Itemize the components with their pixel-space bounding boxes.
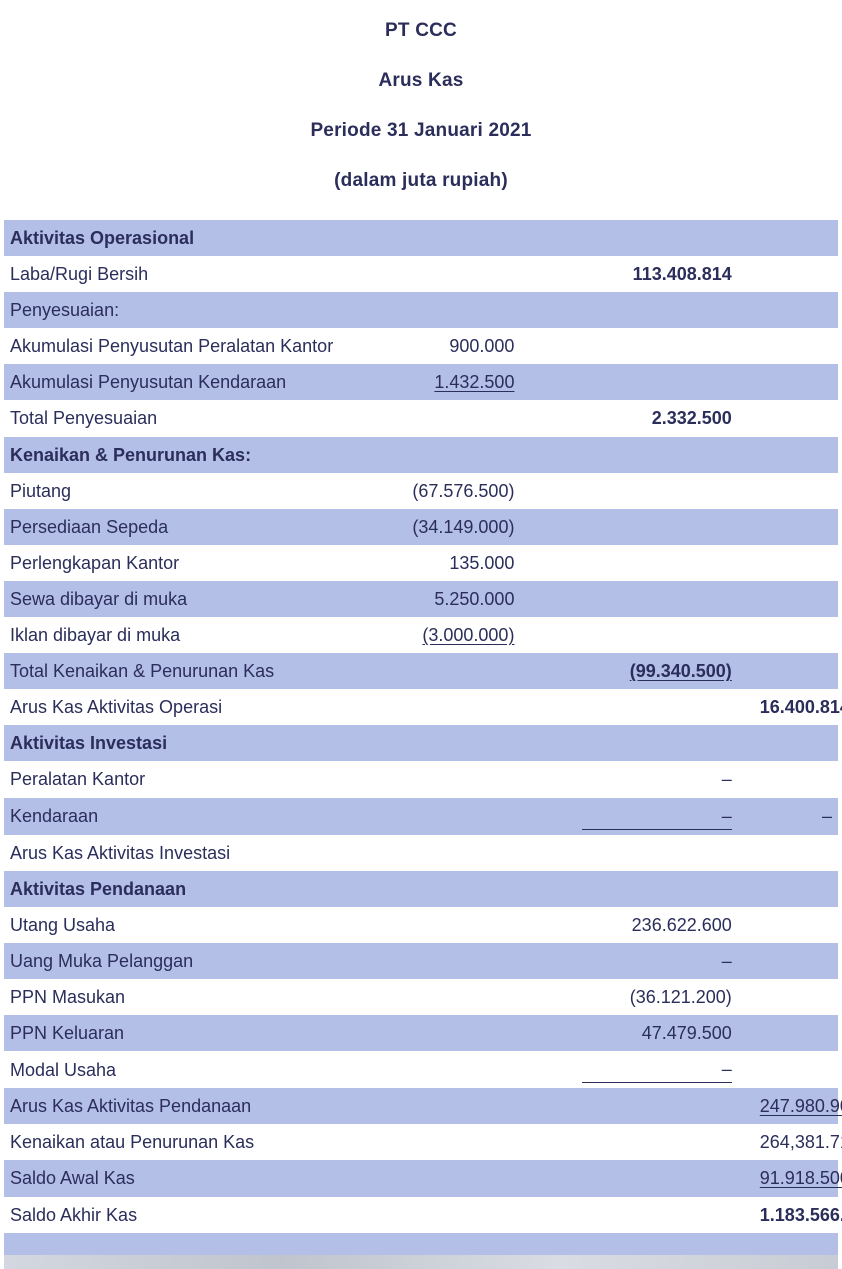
row-value: 2.332.500 <box>536 400 753 436</box>
row-value: 236.622.600 <box>536 907 753 943</box>
table-row: Utang Usaha 236.622.600 <box>4 907 838 943</box>
row-label: PPN Masukan <box>4 979 341 1015</box>
row-label: Piutang <box>4 473 341 509</box>
row-value: 135.000 <box>341 545 537 581</box>
table-row: Total Penyesuaian 2.332.500 <box>4 400 838 436</box>
row-value: 1.183.566.714 <box>754 1197 838 1233</box>
table-row: Iklan dibayar di muka (3.000.000) <box>4 617 838 653</box>
table-row: Penyesuaian: <box>4 292 838 328</box>
footer-band <box>4 1233 838 1255</box>
table-row: PPN Keluaran 47.479.500 <box>4 1015 838 1051</box>
row-value: 247.980.900 <box>754 1088 838 1124</box>
row-label: Iklan dibayar di muka <box>4 617 341 653</box>
table-row: Modal Usaha – <box>4 1051 838 1088</box>
table-row: Piutang (67.576.500) <box>4 473 838 509</box>
row-label: Kenaikan & Penurunan Kas: <box>4 437 838 473</box>
row-value: (99.340.500) <box>536 653 753 689</box>
row-value: 47.479.500 <box>536 1015 753 1051</box>
table-row: Saldo Akhir Kas 1.183.566.714 <box>4 1197 838 1233</box>
table-row: Kenaikan & Penurunan Kas: <box>4 437 838 473</box>
table-row: Akumulasi Penyusutan Kendaraan 1.432.500 <box>4 364 838 400</box>
table-row: Aktivitas Pendanaan <box>4 871 838 907</box>
row-label: Persediaan Sepeda <box>4 509 341 545</box>
report-period: Periode 31 Januari 2021 <box>4 120 838 142</box>
table-row: Laba/Rugi Bersih 113.408.814 <box>4 256 838 292</box>
row-value: 900.000 <box>341 328 537 364</box>
row-value: (67.576.500) <box>341 473 537 509</box>
row-label: PPN Keluaran <box>4 1015 341 1051</box>
row-label: Kenaikan atau Penurunan Kas <box>4 1124 341 1160</box>
row-value: 264,381.714 <box>754 1124 838 1160</box>
row-label: Akumulasi Penyusutan Peralatan Kantor <box>4 328 341 364</box>
row-value: – <box>536 798 753 835</box>
row-label: Saldo Awal Kas <box>4 1160 341 1196</box>
row-value: – <box>536 761 753 797</box>
row-value: 16.400.814 <box>754 689 838 725</box>
table-row: Perlengkapan Kantor 135.000 <box>4 545 838 581</box>
row-label: Penyesuaian: <box>4 292 838 328</box>
row-value: (36.121.200) <box>536 979 753 1015</box>
row-label: Arus Kas Aktivitas Investasi <box>4 835 341 871</box>
footer-noise <box>4 1255 838 1269</box>
report-header: PT CCC Arus Kas Periode 31 Januari 2021 … <box>4 20 838 192</box>
table-row: Akumulasi Penyusutan Peralatan Kantor 90… <box>4 328 838 364</box>
row-value: – <box>536 943 753 979</box>
table-row: Arus Kas Aktivitas Pendanaan 247.980.900 <box>4 1088 838 1124</box>
row-label: Uang Muka Pelanggan <box>4 943 341 979</box>
row-label: Utang Usaha <box>4 907 341 943</box>
row-label: Total Kenaikan & Penurunan Kas <box>4 653 341 689</box>
table-row: Kendaraan – – <box>4 798 838 835</box>
table-row: Saldo Awal Kas 91.918.500 <box>4 1160 838 1196</box>
table-row: Peralatan Kantor – <box>4 761 838 797</box>
table-row: Kenaikan atau Penurunan Kas 264,381.714 <box>4 1124 838 1160</box>
row-label: Saldo Akhir Kas <box>4 1197 341 1233</box>
row-label: Arus Kas Aktivitas Operasi <box>4 689 341 725</box>
row-label: Arus Kas Aktivitas Pendanaan <box>4 1088 341 1124</box>
report-title: Arus Kas <box>4 70 838 92</box>
section-head-invest: Aktivitas Investasi <box>4 725 838 761</box>
table-row: Arus Kas Aktivitas Investasi <box>4 835 838 871</box>
row-value: – <box>754 798 838 835</box>
row-value: 5.250.000 <box>341 581 537 617</box>
table-row: Aktivitas Operasional <box>4 220 838 256</box>
row-label: Total Penyesuaian <box>4 400 341 436</box>
row-label: Sewa dibayar di muka <box>4 581 341 617</box>
row-value: 1.432.500 <box>341 364 537 400</box>
row-label: Perlengkapan Kantor <box>4 545 341 581</box>
section-head-ops: Aktivitas Operasional <box>4 220 838 256</box>
table-row: Total Kenaikan & Penurunan Kas (99.340.5… <box>4 653 838 689</box>
row-label: Akumulasi Penyusutan Kendaraan <box>4 364 341 400</box>
table-row: PPN Masukan (36.121.200) <box>4 979 838 1015</box>
table-row: Aktivitas Investasi <box>4 725 838 761</box>
cashflow-table: Aktivitas Operasional Laba/Rugi Bersih 1… <box>4 220 838 1233</box>
row-value: (3.000.000) <box>341 617 537 653</box>
report-unit: (dalam juta rupiah) <box>4 170 838 192</box>
row-label: Modal Usaha <box>4 1051 341 1088</box>
table-row: Persediaan Sepeda (34.149.000) <box>4 509 838 545</box>
row-value: 113.408.814 <box>536 256 753 292</box>
table-row: Arus Kas Aktivitas Operasi 16.400.814 <box>4 689 838 725</box>
table-row: Uang Muka Pelanggan – <box>4 943 838 979</box>
row-value: 91.918.500 <box>754 1160 838 1196</box>
company-name: PT CCC <box>4 20 838 42</box>
row-label: Kendaraan <box>4 798 341 835</box>
row-label: Peralatan Kantor <box>4 761 341 797</box>
section-head-finance: Aktivitas Pendanaan <box>4 871 838 907</box>
row-value: (34.149.000) <box>341 509 537 545</box>
row-label: Laba/Rugi Bersih <box>4 256 341 292</box>
table-row: Sewa dibayar di muka 5.250.000 <box>4 581 838 617</box>
row-value: – <box>536 1051 753 1088</box>
